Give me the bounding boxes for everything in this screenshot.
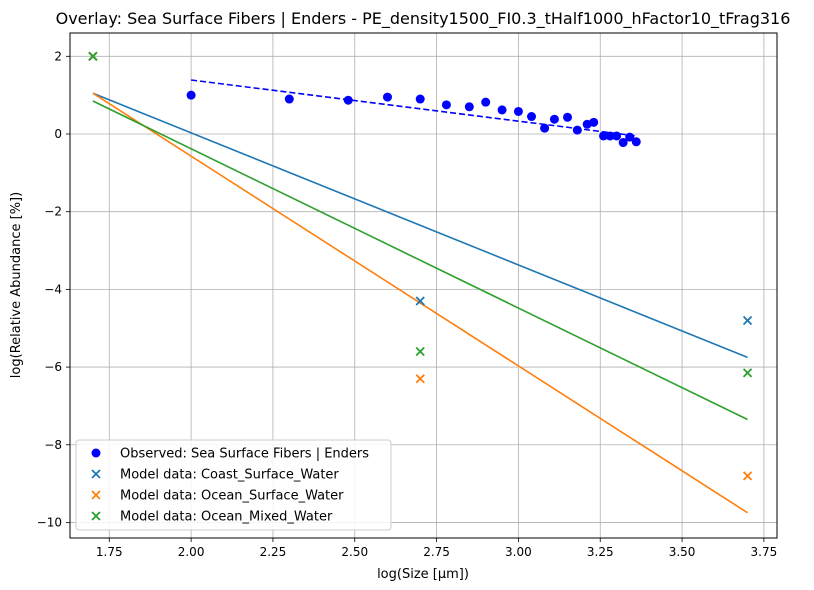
x-tick-label: 3.75 [751,545,778,559]
y-axis-ticks: 2 0 −2 −4 −6 −8 −10 [37,49,70,529]
observed-point [618,138,628,148]
observed-point [284,94,294,104]
observed-point [527,112,537,122]
observed-point [382,92,392,102]
observed-point [481,97,491,107]
model-point [742,471,753,481]
observed-point [589,117,599,127]
observed-point [343,95,353,105]
y-tick-label: −8 [44,438,62,452]
legend-label: Model data: Ocean_Surface_Water [120,489,344,504]
x-marker-stroke [91,511,101,521]
x-tick-label: 2.75 [423,545,450,559]
observed-point [415,94,425,104]
observed-point [605,131,615,141]
observed-point [549,114,559,124]
observed-point [441,100,451,110]
legend-marker-model [91,469,101,479]
x-marker-stroke [88,51,98,61]
plot-frame [69,32,778,539]
legend-label: Model data: Ocean_Mixed_Water [120,510,333,525]
legend-marker-model [91,490,101,500]
observed-point [563,112,573,122]
model-point [415,346,425,357]
model-point [742,368,753,378]
y-axis-label: log(Relative Abundance [%]) [9,192,24,378]
legend-marker-model [91,511,101,521]
x-tick-label: 1.75 [96,545,123,559]
model-point [742,315,753,326]
x-marker-stroke [415,374,425,384]
observed-point [612,131,622,141]
x-tick-label: 2.00 [178,545,205,559]
x-marker-stroke [742,315,753,326]
legend-label: Model data: Coast_Surface_Water [120,468,339,483]
x-marker-stroke [415,346,425,357]
model-fit-line [92,100,748,421]
observed-point [625,132,635,142]
observed-point [186,90,196,100]
observed-point [513,106,523,116]
observed-point [464,102,474,112]
y-tick-label: −6 [44,360,62,374]
observed-point [631,137,641,147]
observed-point [540,123,550,133]
observed-fit-line [191,79,637,137]
x-marker-stroke [742,368,753,378]
model-fit-line [92,92,748,514]
legend-box [75,439,392,531]
legend: Observed: Sea Surface Fibers | Enders Mod… [75,439,392,531]
x-axis-ticks: 1.75 2.00 2.25 2.50 2.75 3.00 3.25 3.50 3.75 [96,538,777,559]
x-tick-label: 3.50 [669,545,696,559]
observed-point [599,131,609,141]
x-marker-stroke [415,296,425,306]
model-fit-line [92,92,748,359]
x-marker-stroke [742,471,753,481]
model-point [88,51,98,61]
x-tick-label: 3.25 [587,545,614,559]
legend-marker-observed [91,448,101,458]
y-tick-label: −10 [37,515,62,529]
y-tick-label: −4 [44,282,62,296]
model-point [415,374,425,384]
x-tick-label: 2.50 [341,545,368,559]
observed-point [572,125,582,135]
observed-point [497,105,507,115]
chart-title: Overlay: Sea Surface Fibers | Enders - P… [56,9,791,29]
x-tick-label: 3.00 [505,545,532,559]
legend-label: Observed: Sea Surface Fibers | Enders [120,447,369,462]
y-tick-label: 2 [54,49,62,63]
data-marks [88,51,753,481]
grid [70,33,777,538]
x-tick-label: 2.25 [260,545,287,559]
x-marker-stroke [91,469,101,479]
y-tick-label: −2 [44,205,62,219]
fit-lines [92,79,748,514]
model-point [415,296,425,306]
y-tick-label: 0 [54,127,62,141]
x-marker-stroke [91,490,101,500]
x-axis-label: log(Size [μm]) [377,567,469,582]
